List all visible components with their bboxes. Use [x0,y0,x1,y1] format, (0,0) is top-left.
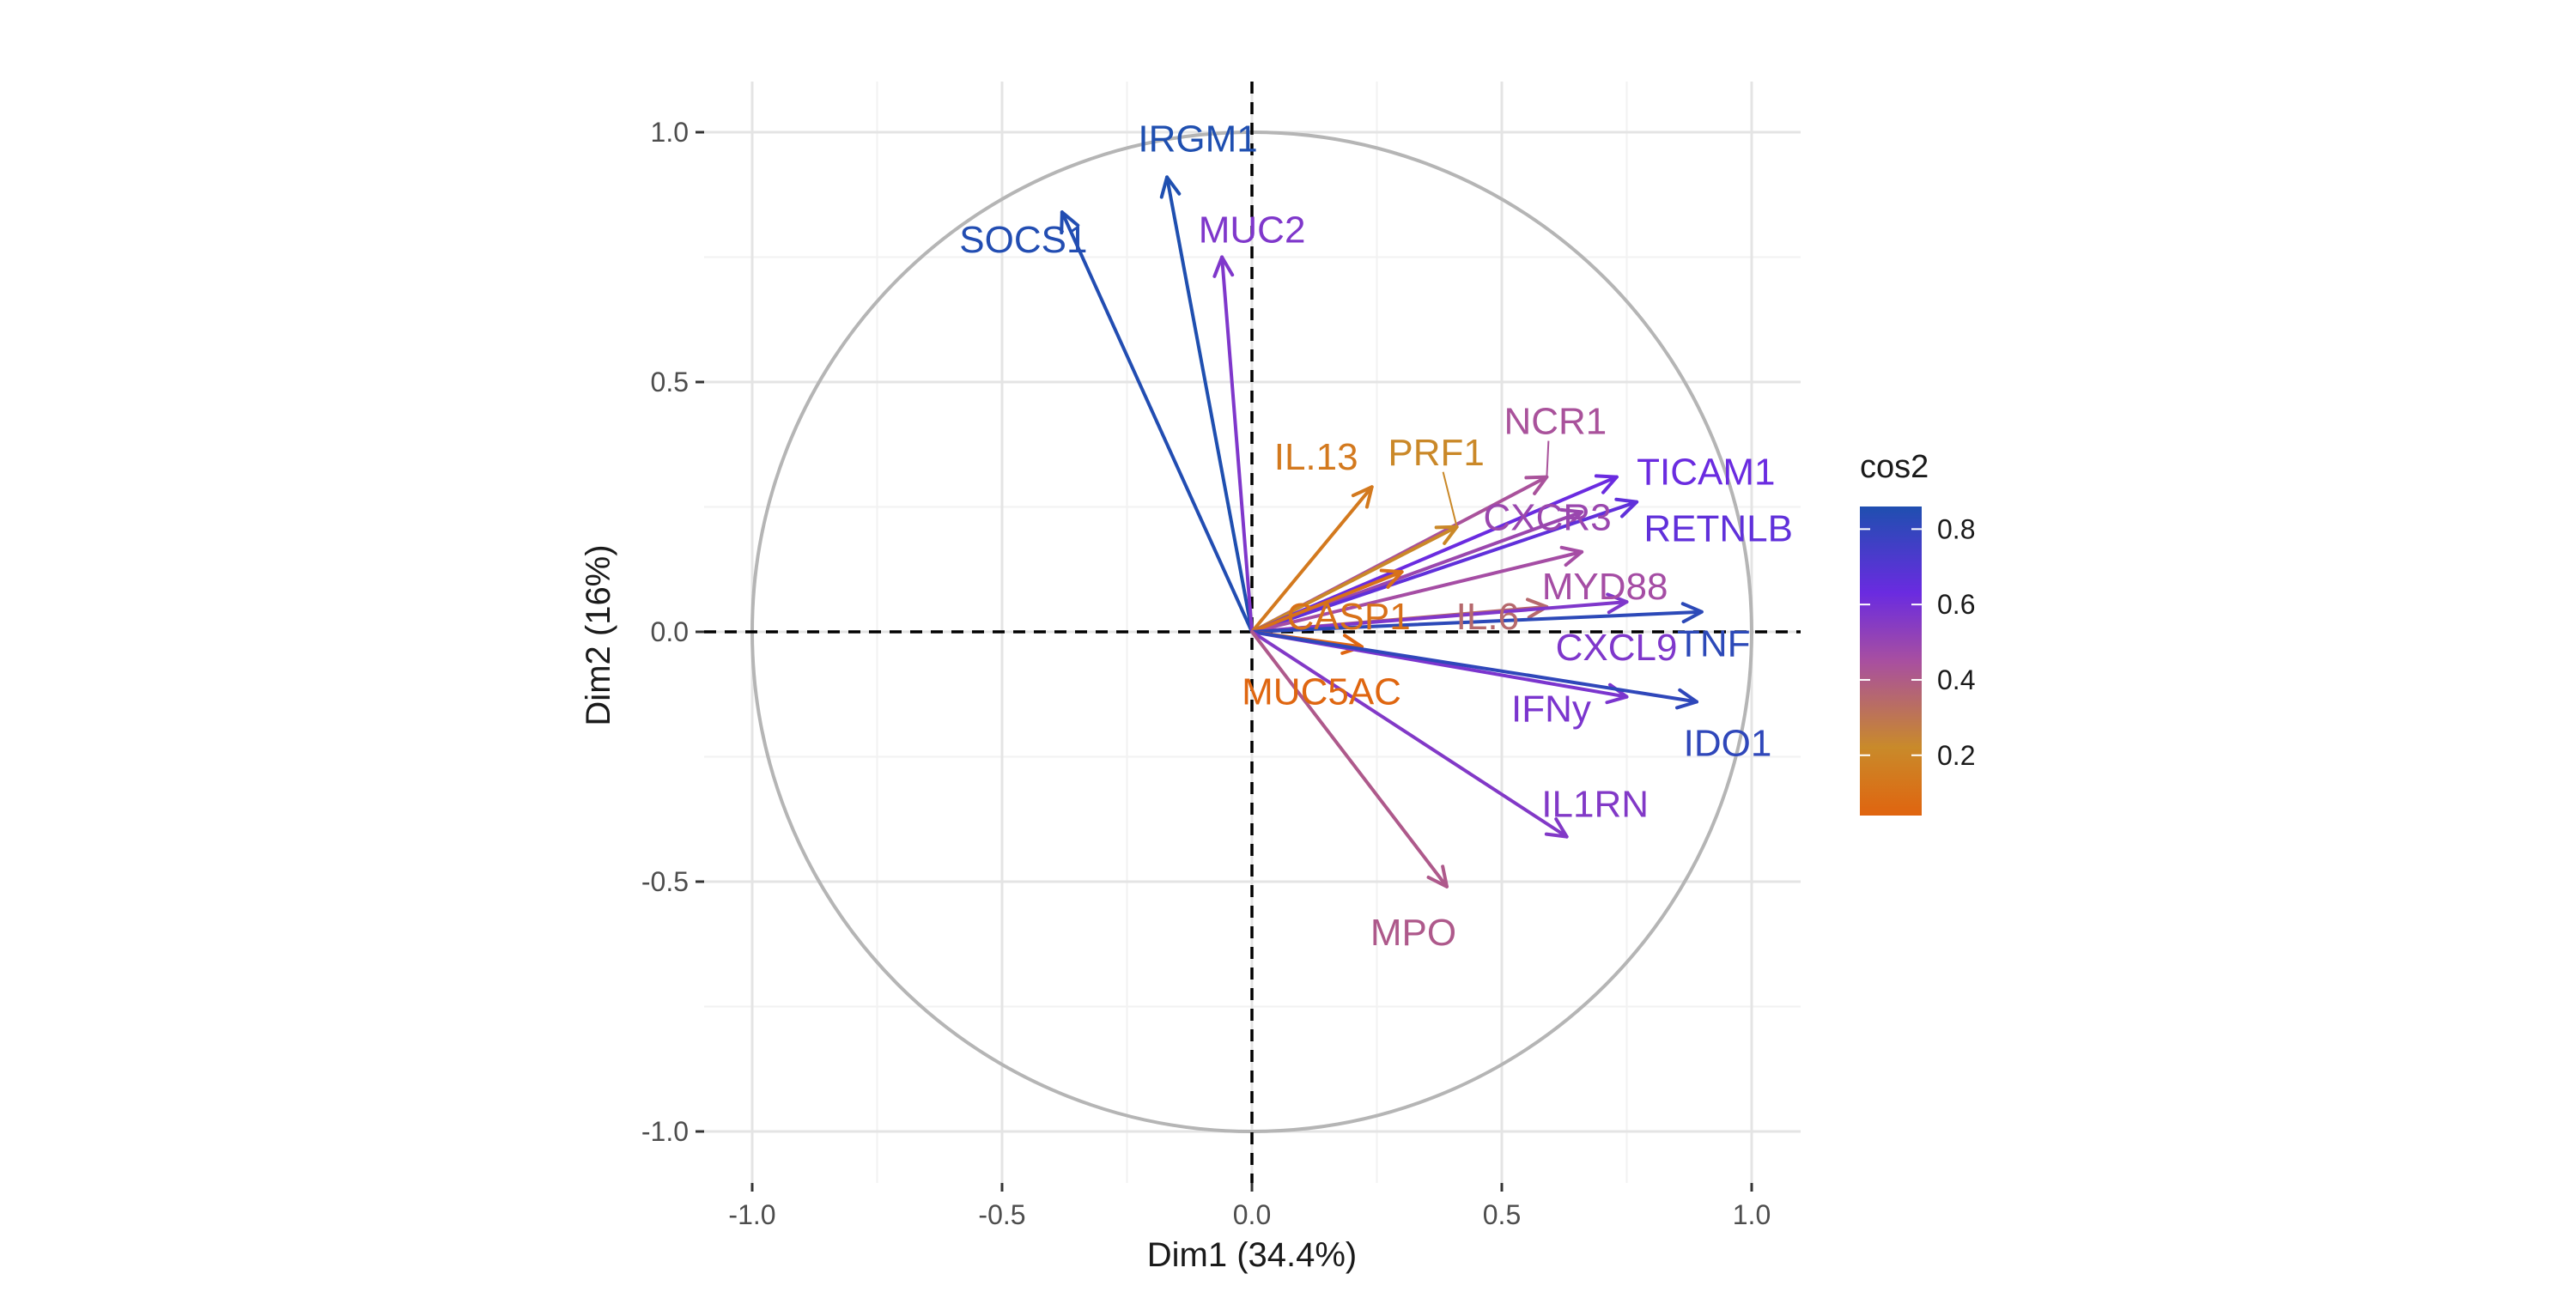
arrow-head [1675,688,1698,710]
variable-label-socs1: SOCS1 [959,219,1087,261]
variable-arrow-il1rn [1250,630,1569,839]
arrow-shaft [1250,630,1569,839]
x-axis-title: Dim1 (34.4%) [1147,1236,1358,1274]
zero-lines-layer [704,82,1801,1183]
arrow-shaft [1250,485,1374,634]
arrow-head [1594,474,1619,494]
arrow-shaft [1250,549,1584,634]
legend-tick-label: 0.8 [1937,513,1975,544]
arrow-head [1559,545,1584,567]
arrow-head [1614,497,1639,519]
x-tick-label: -0.5 [978,1199,1025,1230]
variable-label-muc5ac: MUC5AC [1242,670,1401,713]
x-tick-label: 0.5 [1483,1199,1521,1230]
arrow-shaft [1220,255,1254,634]
arrow-shaft [1250,600,1629,634]
variable-label-il6: IL.6 [1456,596,1519,638]
variable-label-irgm1: IRGM1 [1138,118,1257,160]
legend-title: cos2 [1860,449,1929,485]
variable-arrow-irgm1 [1159,175,1254,634]
y-axis-title: Dim2 (16%) [580,544,617,725]
arrow-head [1559,507,1584,529]
variable-label-ticam1: TICAM1 [1637,452,1775,494]
variable-label-tnf: TNF [1677,623,1751,665]
variable-arrow-ido1 [1250,630,1698,710]
arrow-shaft [1165,175,1254,634]
variable-label-muc2: MUC2 [1199,209,1306,252]
arrow-shaft [1060,210,1254,634]
variable-label-il1rn: IL1RN [1541,784,1649,826]
variable-arrow-casp1 [1250,568,1404,634]
arrow-shaft [1250,610,1704,634]
x-tick-label: 0.0 [1233,1199,1271,1230]
legend-tick-label: 0.6 [1937,589,1975,620]
y-tick-label: 1.0 [651,117,689,148]
y-tick-label: -1.0 [641,1116,689,1147]
arrow-shaft [1250,630,1449,889]
variable-label-ncr1: NCR1 [1504,401,1607,443]
variable-arrow-mpo [1250,630,1449,889]
arrow-shaft [1250,525,1459,634]
x-tick-label: 1.0 [1733,1199,1771,1230]
arrow-head [1060,210,1080,235]
legend-colorbar [1860,506,1922,816]
arrow-head [1606,592,1629,615]
arrow-head [1212,255,1235,278]
variable-arrow-retnlb [1250,497,1639,634]
arrow-head [1426,864,1449,889]
variable-arrow-myd88 [1250,545,1584,634]
variable-label-cxcr3: CXCR3 [1484,496,1612,538]
legend-tick-label: 0.4 [1937,664,1975,695]
variable-arrows-layer [1060,175,1704,889]
arrow-head [1159,175,1182,199]
arrow-head [1680,602,1704,624]
variable-label-myd88: MYD88 [1542,566,1668,608]
arrow-shaft [1250,570,1404,634]
variable-label-cxcl9: CXCL9 [1556,627,1678,669]
legend-tick-label: 0.2 [1937,740,1975,771]
variable-arrow-muc2 [1212,255,1254,634]
variable-arrow-cxcl9 [1250,592,1629,634]
y-tick-label: -0.5 [641,866,689,897]
variable-label-casp1: CASP1 [1286,596,1410,638]
arrow-shaft [1250,630,1698,704]
axes-layer: -1.0 -0.5 0.0 0.5 1.0 1.0 0.5 0.0 -0.5 -1.0 [641,117,1771,1230]
variable-labels-layer: IRGM1 SOCS1 MUC2 NCR1 IL.13 PRF1 TICAM1 CXCR3 RE… [959,118,1793,953]
variable-arrow-tnf [1250,602,1704,634]
x-tick-label: -1.0 [728,1199,775,1230]
variable-arrow-socs1 [1060,210,1254,634]
y-tick-label: 0.0 [651,616,689,647]
variable-arrow-il13 [1250,485,1374,634]
variable-label-prf1: PRF1 [1388,432,1484,474]
legend: cos2 0.8 0.6 0.4 0.2 [1860,449,1975,816]
label-leader-line [1546,440,1550,477]
variable-label-il13: IL.13 [1274,436,1358,478]
label-leader-line [1442,471,1458,528]
arrow-head [1544,817,1569,839]
y-tick-label: 0.5 [651,367,689,397]
variable-label-retnlb: RETNLB [1643,508,1793,550]
variable-label-ido1: IDO1 [1684,722,1772,764]
arrow-head [1351,485,1374,509]
variable-label-ifny: IFNy [1511,688,1591,731]
variable-label-mpo: MPO [1370,912,1456,954]
arrow-head [1379,568,1404,589]
arrow-head [1340,634,1364,655]
arrow-shaft [1250,500,1639,634]
